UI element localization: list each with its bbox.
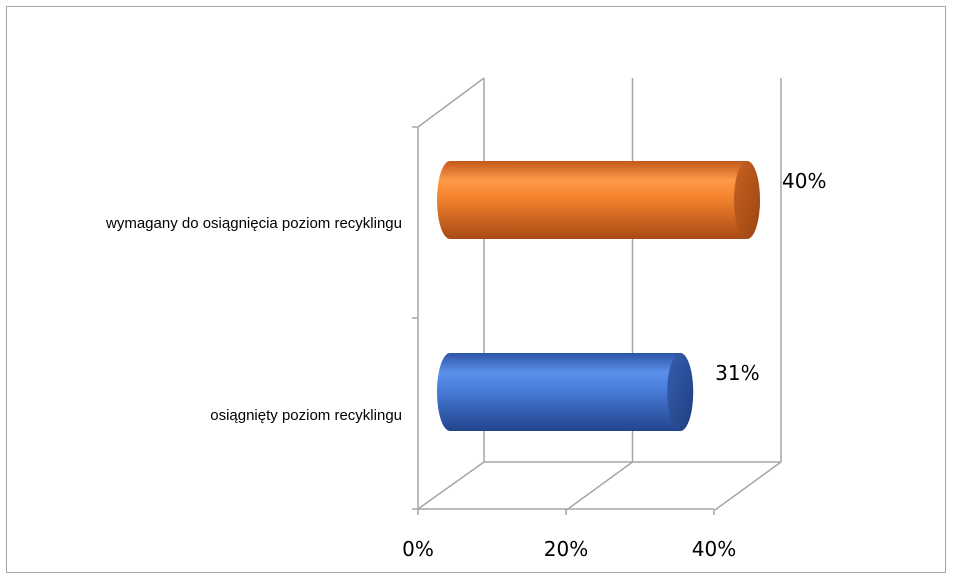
chart-frame <box>6 6 946 573</box>
bar-1 <box>437 353 694 431</box>
data-label-0: 40% <box>782 169 826 193</box>
category-label-1: osiągnięty poziom recyklingu <box>210 407 402 424</box>
bar-cap-1 <box>667 353 694 431</box>
bar-cap-0 <box>734 161 760 239</box>
x-tick-label-1: 20% <box>544 537 588 561</box>
data-label-1: 31% <box>715 361 759 385</box>
floor-gridline-1 <box>566 461 633 511</box>
bar-body-1 <box>437 353 694 431</box>
bars <box>437 161 760 431</box>
bar-body-0 <box>437 161 760 239</box>
category-label-0: wymagany do osiągnięcia poziom recykling… <box>105 215 402 232</box>
floor-gridline-2 <box>714 461 782 511</box>
bar-0 <box>437 161 760 239</box>
gridlines <box>566 78 782 511</box>
plot-walls <box>412 77 781 515</box>
x-tick-label-2: 40% <box>692 537 736 561</box>
x-tick-label-0: 0% <box>402 537 434 561</box>
